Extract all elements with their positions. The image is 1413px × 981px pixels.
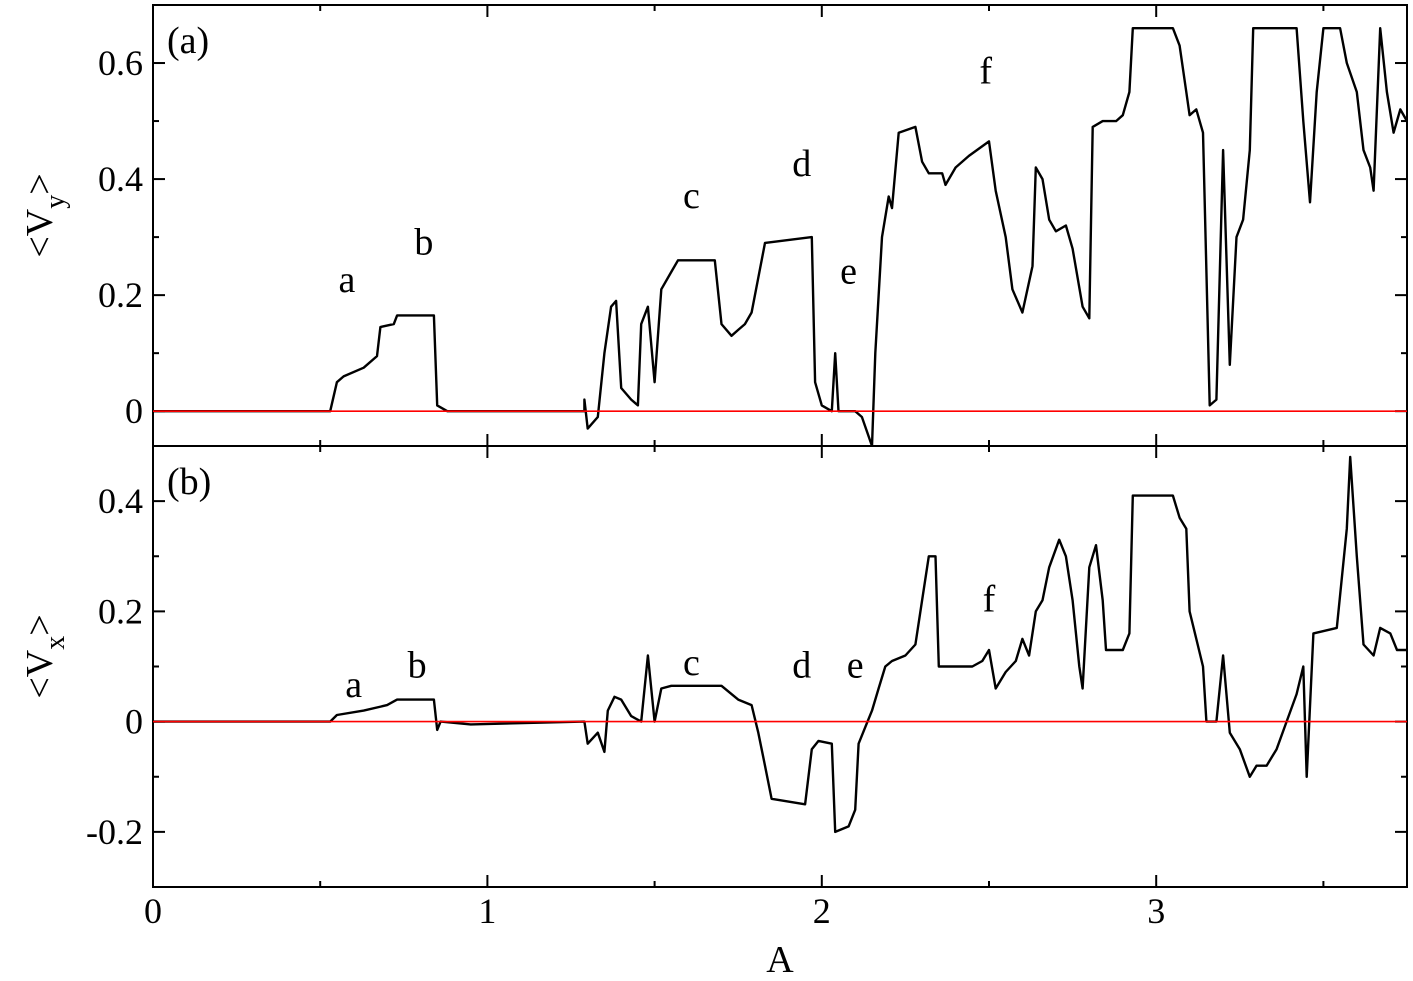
- bottom-y-tick-label: 0.2: [98, 591, 143, 631]
- bottom-y-tick-label: -0.2: [86, 812, 143, 852]
- top-y-tick-label: 0.4: [98, 159, 143, 199]
- x-axis-label: A: [766, 939, 794, 981]
- top-y-tick-label: 0: [125, 391, 143, 431]
- panel-a: 0 0.2 0.4 0.6 a b c d e f (a) <Vy>: [19, 4, 1408, 447]
- top-annotation-c: c: [683, 175, 700, 217]
- bottom-y-tick-label: 0.4: [98, 481, 143, 521]
- bottom-annotation-a: a: [345, 664, 362, 706]
- top-annotation-a: a: [339, 259, 356, 301]
- top-annotation-b: b: [414, 222, 433, 264]
- top-y-tick-label: 0.6: [98, 43, 143, 83]
- bottom-annotation-b: b: [408, 645, 427, 687]
- bottom-x-tick-label: 2: [813, 891, 831, 931]
- panel-b: 0 1 2 3-0.200.20.4a b c d ef(b)<Vx>: [19, 445, 1408, 931]
- bottom-y-axis-label: <Vx>: [19, 614, 71, 698]
- bottom-panel-label: (b): [167, 461, 211, 503]
- top-panel-label: (a): [167, 20, 209, 62]
- bottom-y-tick-label: 0: [125, 702, 143, 742]
- bottom-annotation-d: d: [792, 645, 811, 687]
- bottom-x-tick-label: 3: [1147, 891, 1165, 931]
- top-annotation-f: f: [979, 50, 992, 92]
- bottom-plot-frame: [152, 445, 1408, 888]
- bottom-series-line-black: [153, 455, 1407, 834]
- top-series-line-black: [153, 27, 1407, 446]
- bottom-annotation-c: c: [683, 642, 700, 684]
- bottom-x-tick-label: 1: [478, 891, 496, 931]
- bottom-x-tick-label: 0: [144, 891, 162, 931]
- bottom-annotation-f: f: [983, 578, 996, 620]
- top-annotation-d: d: [792, 143, 811, 185]
- bottom-annotation-e: e: [847, 645, 864, 687]
- top-annotation-e: e: [840, 251, 857, 293]
- top-y-axis-label: <Vy>: [19, 173, 71, 257]
- top-y-tick-label: 0.2: [98, 275, 143, 315]
